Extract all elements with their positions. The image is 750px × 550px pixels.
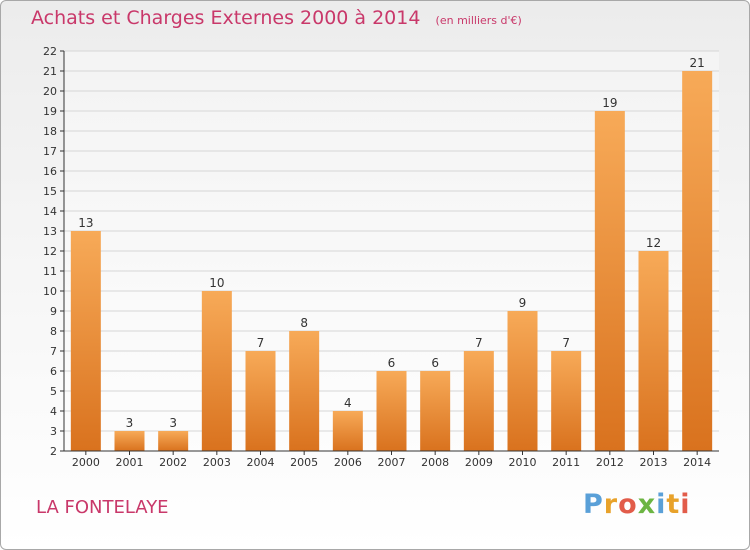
bar-value-label: 8 — [300, 316, 308, 330]
chart-title: Achats et Charges Externes 2000 à 2014 — [31, 7, 421, 29]
y-tick-label: 4 — [50, 405, 57, 418]
bar-value-label: 7 — [257, 336, 265, 350]
y-tick-label: 11 — [43, 265, 57, 278]
bar — [70, 231, 101, 451]
y-tick-label: 5 — [50, 385, 57, 398]
bar — [201, 291, 232, 451]
logo-letter: i — [656, 489, 667, 520]
logo-letter: P — [583, 489, 604, 520]
bar-value-label: 3 — [169, 416, 177, 430]
x-tick-label: 2009 — [465, 456, 493, 469]
bar — [114, 431, 145, 451]
logo-letter: o — [618, 489, 638, 520]
logo-letter: x — [637, 489, 657, 520]
y-tick-label: 15 — [43, 185, 57, 198]
y-tick-label: 10 — [43, 285, 57, 298]
y-tick-label: 3 — [50, 425, 57, 438]
bar-value-label: 6 — [431, 356, 439, 370]
bar — [463, 351, 494, 451]
bar — [507, 311, 538, 451]
bar-value-label: 9 — [519, 296, 527, 310]
bar — [245, 351, 276, 451]
bar-value-label: 3 — [126, 416, 134, 430]
bar — [638, 251, 669, 451]
bar-value-label: 12 — [646, 236, 661, 250]
x-tick-label: 2007 — [378, 456, 406, 469]
logo-letter: r — [603, 489, 619, 520]
y-tick-label: 13 — [43, 225, 57, 238]
proxiti-logo: Proxiti — [583, 489, 691, 520]
y-tick-label: 7 — [50, 345, 57, 358]
y-tick-label: 18 — [43, 125, 57, 138]
y-tick-label: 6 — [50, 365, 57, 378]
title-row: Achats et Charges Externes 2000 à 2014 (… — [31, 7, 522, 29]
y-tick-label: 14 — [43, 205, 57, 218]
bar-value-label: 7 — [475, 336, 483, 350]
bar — [332, 411, 363, 451]
y-tick-label: 12 — [43, 245, 57, 258]
y-tick-label: 20 — [43, 85, 57, 98]
x-tick-label: 2002 — [159, 456, 187, 469]
bar-value-label: 21 — [690, 56, 705, 70]
y-tick-label: 9 — [50, 305, 57, 318]
x-tick-label: 2004 — [247, 456, 275, 469]
bar-value-label: 7 — [562, 336, 570, 350]
logo-letter: i — [680, 489, 691, 520]
y-tick-label: 17 — [43, 145, 57, 158]
bar — [158, 431, 189, 451]
y-tick-label: 2 — [50, 445, 57, 458]
bar — [551, 351, 582, 451]
x-tick-label: 2014 — [683, 456, 711, 469]
x-tick-label: 2011 — [552, 456, 580, 469]
x-tick-label: 2012 — [596, 456, 624, 469]
bar — [594, 111, 625, 451]
bar-value-label: 19 — [602, 96, 617, 110]
place-name: LA FONTELAYE — [36, 497, 169, 518]
bar — [376, 371, 407, 451]
x-tick-label: 2001 — [116, 456, 144, 469]
y-tick-label: 8 — [50, 325, 57, 338]
x-tick-label: 2006 — [334, 456, 362, 469]
bar-value-label: 4 — [344, 396, 352, 410]
y-tick-label: 19 — [43, 105, 57, 118]
logo-letter: t — [666, 489, 681, 520]
x-tick-label: 2005 — [290, 456, 318, 469]
x-tick-label: 2008 — [421, 456, 449, 469]
x-tick-label: 2003 — [203, 456, 231, 469]
bar — [682, 71, 713, 451]
y-tick-label: 21 — [43, 65, 57, 78]
bar-value-label: 13 — [78, 216, 93, 230]
y-tick-label: 22 — [43, 45, 57, 58]
x-tick-label: 2000 — [72, 456, 100, 469]
bar-value-label: 10 — [209, 276, 224, 290]
x-tick-label: 2013 — [640, 456, 668, 469]
chart-unit: (en milliers d'€) — [435, 14, 522, 27]
x-tick-label: 2010 — [509, 456, 537, 469]
bar — [420, 371, 451, 451]
bar — [289, 331, 320, 451]
bar-value-label: 6 — [388, 356, 396, 370]
y-tick-label: 16 — [43, 165, 57, 178]
